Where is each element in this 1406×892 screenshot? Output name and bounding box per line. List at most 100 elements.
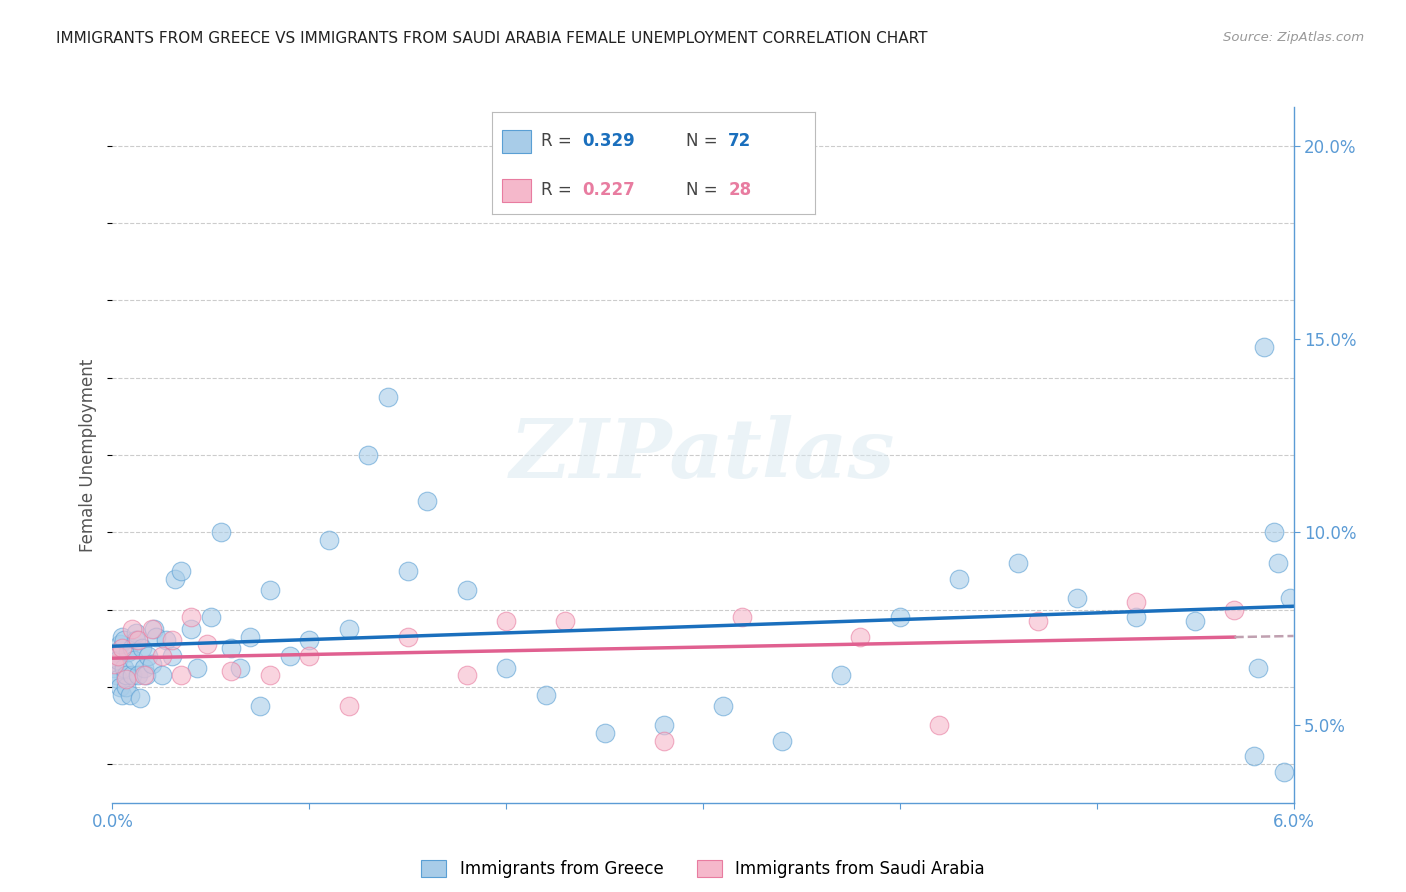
Point (131, 641, 153, 656)
Y-axis label: Female Unemployment: Female Unemployment (79, 359, 97, 551)
Point (105, 668, 128, 682)
Text: N =: N = (686, 132, 723, 150)
Point (115, 680, 138, 694)
Point (1247, 660, 1270, 674)
Point (195, 637, 218, 651)
Point (298, 648, 321, 663)
Bar (502, 130, 531, 153)
Text: ZIPatlas: ZIPatlas (510, 415, 896, 495)
Point (534, 688, 557, 702)
Point (121, 668, 143, 682)
Point (495, 660, 517, 674)
Point (278, 648, 301, 663)
Point (495, 614, 517, 628)
Legend: Immigrants from Greece, Immigrants from Saudi Arabia: Immigrants from Greece, Immigrants from … (415, 854, 991, 885)
Point (1007, 556, 1029, 570)
Point (593, 726, 616, 740)
Point (239, 630, 262, 644)
Text: N =: N = (686, 181, 723, 200)
Point (1278, 591, 1301, 605)
Point (396, 630, 419, 644)
Point (115, 668, 138, 682)
Point (652, 734, 675, 748)
Point (165, 572, 187, 586)
Point (1253, 340, 1275, 354)
Point (396, 564, 419, 578)
Point (117, 645, 139, 659)
Point (112, 633, 135, 648)
Point (120, 688, 142, 702)
Point (107, 672, 129, 686)
Text: 72: 72 (728, 132, 751, 150)
Point (770, 734, 793, 748)
Point (186, 660, 208, 674)
Point (652, 718, 675, 732)
Point (229, 660, 252, 674)
Point (209, 525, 232, 540)
Point (889, 610, 911, 624)
Point (1184, 614, 1206, 628)
Point (830, 668, 852, 682)
Point (136, 648, 159, 663)
Point (1272, 764, 1295, 779)
Text: 0.329: 0.329 (582, 132, 636, 150)
Text: R =: R = (540, 181, 576, 200)
Point (337, 699, 360, 714)
Point (456, 583, 478, 598)
Text: IMMIGRANTS FROM GREECE VS IMMIGRANTS FROM SAUDI ARABIA FEMALE UNEMPLOYMENT CORRE: IMMIGRANTS FROM GREECE VS IMMIGRANTS FRO… (56, 31, 928, 46)
Point (554, 614, 576, 628)
Point (111, 688, 134, 702)
Point (731, 610, 754, 624)
Point (103, 660, 125, 674)
Point (1125, 610, 1147, 624)
Point (928, 718, 950, 732)
Point (180, 610, 202, 624)
Point (170, 564, 193, 578)
Point (180, 622, 202, 636)
Point (357, 448, 380, 462)
Point (150, 668, 173, 682)
Point (107, 648, 129, 663)
Point (112, 660, 135, 674)
Point (111, 641, 134, 656)
Point (141, 622, 163, 636)
Point (416, 494, 439, 508)
Point (1263, 525, 1285, 540)
Point (155, 633, 177, 648)
Point (948, 572, 970, 586)
Point (160, 633, 183, 648)
Point (110, 680, 132, 694)
Point (1066, 591, 1088, 605)
Point (145, 630, 167, 644)
Point (105, 645, 128, 659)
Point (121, 641, 143, 656)
Point (1125, 595, 1147, 609)
Point (132, 668, 155, 682)
Point (249, 699, 271, 714)
Text: 28: 28 (728, 181, 751, 200)
Point (1267, 556, 1289, 570)
Point (456, 668, 478, 682)
Point (121, 622, 143, 636)
Point (219, 665, 242, 679)
Point (132, 660, 155, 674)
Point (125, 633, 148, 648)
Point (142, 622, 165, 636)
Point (318, 533, 340, 547)
Point (377, 390, 399, 404)
Point (125, 625, 148, 640)
Point (160, 648, 183, 663)
Point (127, 668, 149, 682)
Text: R =: R = (540, 132, 576, 150)
Point (170, 668, 193, 682)
Point (1026, 614, 1049, 628)
Point (115, 672, 138, 686)
Bar (502, 179, 531, 202)
Point (711, 699, 734, 714)
Point (110, 637, 132, 651)
Point (135, 668, 157, 682)
Text: Source: ZipAtlas.com: Source: ZipAtlas.com (1223, 31, 1364, 45)
Text: 0.227: 0.227 (582, 181, 636, 200)
Point (129, 691, 152, 706)
Point (127, 633, 149, 648)
